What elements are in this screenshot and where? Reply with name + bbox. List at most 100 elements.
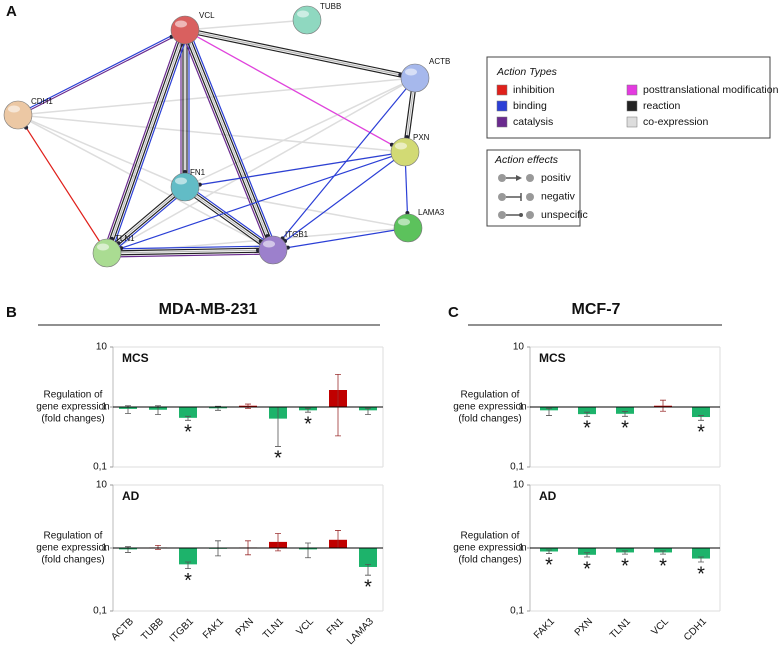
edge — [182, 188, 272, 253]
bar — [692, 548, 710, 559]
bar — [359, 548, 377, 567]
x-tick-label: VCL — [649, 616, 671, 638]
coexpression-edge — [106, 77, 416, 254]
y-axis-label: Regulation of — [44, 531, 103, 542]
edge — [188, 28, 278, 249]
coexpression-edge — [17, 114, 274, 251]
error-bar — [584, 411, 590, 417]
y-tick-label: 10 — [96, 342, 108, 353]
x-tick-label: TLN1 — [608, 616, 633, 641]
edge — [186, 184, 276, 249]
coexpression-edge — [17, 114, 406, 153]
y-tick-label: 1 — [518, 543, 524, 554]
x-tick-label: ITGB1 — [168, 616, 197, 645]
error-bar — [698, 556, 704, 563]
bar — [179, 407, 197, 418]
error-bar — [305, 542, 311, 559]
y-axis-label: (fold changes) — [458, 555, 521, 566]
coexpression-edge — [17, 114, 186, 188]
x-tick-label: VCL — [294, 616, 316, 638]
error-bar — [155, 544, 161, 550]
edge — [106, 151, 406, 254]
error-bar — [185, 561, 191, 570]
node-label: VCL — [199, 11, 215, 20]
y-axis-label: (fold changes) — [458, 414, 521, 425]
bar — [692, 407, 710, 418]
edge — [186, 29, 276, 250]
node-shine — [398, 218, 410, 226]
error-bar — [365, 563, 371, 576]
legend-label: positiv — [541, 172, 572, 184]
bar — [179, 548, 197, 565]
significance-mark: * — [621, 418, 629, 440]
legend-title: Action effects — [494, 154, 559, 166]
node-shine — [175, 177, 187, 185]
y-axis-label: gene expression — [36, 402, 109, 413]
x-tick-label: ACTB — [109, 616, 136, 643]
x-tick-label: FAK1 — [201, 616, 226, 641]
network-node — [390, 137, 420, 167]
edge — [107, 187, 187, 255]
edge — [184, 29, 274, 251]
significance-mark: * — [621, 555, 629, 577]
chart-title: AD — [539, 489, 557, 503]
coexpression-edge — [184, 77, 416, 188]
network-node — [170, 172, 200, 202]
y-tick-label: 1 — [518, 402, 524, 413]
y-tick-label: 0,1 — [93, 606, 107, 617]
node-label: ITGB1 — [285, 230, 309, 239]
legend-swatch — [626, 84, 638, 96]
edge — [107, 253, 274, 258]
legend-swatch — [496, 116, 508, 128]
error-bar — [305, 407, 311, 413]
node-label: TUBB — [320, 2, 341, 11]
significance-mark: * — [184, 570, 192, 592]
y-tick-label: 0,1 — [510, 462, 524, 473]
error-bar — [660, 550, 666, 555]
significance-mark: * — [697, 563, 705, 585]
x-tick-label: PXN — [573, 616, 595, 638]
error-bar — [660, 399, 666, 412]
x-tick-label: PXN — [234, 616, 256, 638]
error-bar — [546, 549, 552, 554]
error-bar — [365, 407, 371, 415]
edge — [106, 29, 186, 254]
error-bar — [185, 415, 191, 421]
panel-letter: A — [6, 3, 17, 20]
edge — [18, 30, 186, 117]
chart-title: AD — [122, 489, 140, 503]
edge — [180, 31, 270, 252]
node-shine — [175, 20, 187, 28]
y-axis-label: Regulation of — [44, 390, 103, 401]
network-node — [400, 63, 430, 93]
legend-label: posttranslational modification — [643, 84, 778, 96]
group-title: MCF-7 — [572, 301, 621, 318]
y-tick-label: 1 — [101, 402, 107, 413]
significance-mark: * — [545, 555, 553, 577]
legend-label: negativ — [541, 190, 576, 202]
coexpression-edge — [184, 186, 409, 229]
x-tick-label: FAK1 — [532, 616, 557, 641]
chart-title: MCS — [539, 351, 566, 365]
edge — [272, 77, 416, 251]
node-shine — [263, 240, 275, 248]
edge — [185, 185, 274, 250]
network-node — [3, 100, 33, 130]
edge — [105, 185, 185, 253]
y-axis-label: (fold changes) — [41, 414, 104, 425]
legend-title: Action Types — [496, 66, 558, 78]
y-tick-label: 10 — [513, 342, 525, 353]
edge — [185, 27, 416, 77]
effect-symbols — [498, 174, 534, 219]
legend-label: inhibition — [513, 84, 555, 96]
edge — [104, 184, 184, 252]
node-shine — [8, 105, 20, 113]
edge — [182, 30, 272, 251]
x-tick-label: CDH1 — [682, 616, 709, 643]
y-tick-label: 0,1 — [510, 606, 524, 617]
significance-mark: * — [184, 422, 192, 444]
edge — [17, 28, 185, 115]
error-bar — [622, 411, 628, 417]
edge — [184, 151, 406, 188]
x-tick-label: FN1 — [325, 616, 346, 637]
